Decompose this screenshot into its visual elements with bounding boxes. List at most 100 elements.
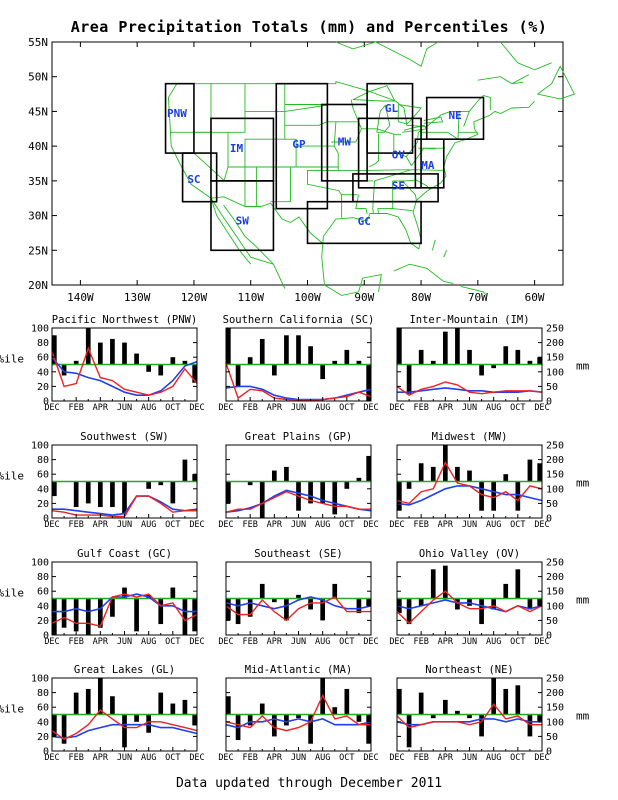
x-tick-label: APR <box>93 637 109 647</box>
observed-precip-line <box>396 460 543 505</box>
y2-axis-label: mm <box>576 594 590 607</box>
map-line <box>210 198 252 265</box>
y2-axis-label: mm <box>576 360 590 373</box>
percentile-bar <box>259 583 265 599</box>
pct-tick-label: 60 <box>37 470 49 481</box>
pct-tick-label: 100 <box>31 558 49 569</box>
x-tick-label: JUN <box>462 637 477 647</box>
pct-tick-label: 0 <box>43 631 49 642</box>
lon-label: 60W <box>525 291 545 304</box>
x-tick-label: DEC <box>363 637 378 647</box>
x-tick-label: JUN <box>462 520 477 530</box>
x-tick-label: DEC <box>218 520 233 530</box>
percentile-bar <box>296 594 301 599</box>
lon-label: 80W <box>411 291 431 304</box>
x-tick-label: DEC <box>389 403 404 413</box>
percentile-bar <box>308 714 313 744</box>
map-line <box>537 65 576 100</box>
percentile-bar <box>182 598 188 635</box>
percentile-bar <box>356 477 362 482</box>
percentile-bar <box>537 598 542 606</box>
percentile-bar <box>308 598 313 610</box>
mm-tick-label: 50 <box>546 499 558 510</box>
x-tick-label: AUG <box>315 403 330 413</box>
map-line <box>393 263 454 285</box>
mm-tick-label: 250 <box>546 441 564 452</box>
percentile-bar <box>418 598 424 606</box>
percentile-bar <box>134 598 139 632</box>
y-axis-label: %ile <box>0 470 24 483</box>
percentile-bar <box>226 696 231 715</box>
percentile-bar <box>85 328 91 365</box>
percentile-bar <box>192 714 197 726</box>
x-tick-label: APR <box>438 520 454 530</box>
chart-title: Southwest (SW) <box>80 431 169 443</box>
x-tick-label: JUN <box>291 637 306 647</box>
map-line <box>367 169 410 171</box>
chart-5: Midwest (MW)DEC FEB APR JUN AUG OCT DEC0501001… <box>389 431 589 530</box>
x-tick-label: AUG <box>315 753 330 763</box>
mm-tick-label: 50 <box>546 732 558 743</box>
percentile-bar <box>158 481 164 486</box>
percentile-bar <box>110 338 115 365</box>
percentile-bar <box>61 364 67 376</box>
percentile-bar <box>122 587 127 599</box>
x-tick-label: JUN <box>291 753 306 763</box>
percentile-bar <box>418 463 424 482</box>
chart-title: Midwest (MW) <box>432 431 508 443</box>
percentile-bar <box>455 466 460 482</box>
percentile-bar <box>259 338 265 365</box>
x-tick-label: DEC <box>363 403 378 413</box>
pct-tick-label: 80 <box>37 572 49 583</box>
percentile-bar <box>284 598 289 621</box>
percentile-bar <box>366 455 371 482</box>
percentile-bar <box>73 598 79 632</box>
x-tick-label: DEC <box>44 637 59 647</box>
x-tick-label: DEC <box>44 753 59 763</box>
region-label-ma: MA <box>421 159 435 172</box>
x-tick-label: JUN <box>291 403 306 413</box>
observed-precip-line <box>396 590 543 625</box>
x-tick-label: APR <box>438 753 454 763</box>
percentile-bar <box>192 474 197 482</box>
percentile-bar <box>430 714 436 719</box>
lat-label: 25N <box>28 244 48 257</box>
percentile-bar <box>226 481 231 504</box>
pct-tick-label: 100 <box>31 324 49 335</box>
map-line <box>392 208 413 212</box>
x-tick-label: APR <box>93 403 109 413</box>
observed-precip-line <box>51 346 198 396</box>
y-axis-label: %ile <box>0 703 24 716</box>
percentile-bar <box>122 714 127 748</box>
percentile-bar <box>430 569 436 599</box>
chart-8: Ohio Valley (OV)DEC FEB APR JUN AUG OCT DEC050… <box>389 548 589 647</box>
pct-tick-label: 80 <box>37 338 49 349</box>
pct-tick-label: 40 <box>37 717 49 728</box>
percentile-bar <box>259 703 265 715</box>
percentile-bar <box>397 328 402 365</box>
x-tick-label: OCT <box>339 520 354 530</box>
mm-tick-label: 0 <box>546 747 552 758</box>
region-label-sw: SW <box>236 214 250 227</box>
map-line <box>457 111 460 140</box>
chart-title: Gulf Coast (GC) <box>77 548 172 560</box>
percentile-bar <box>146 481 152 489</box>
percentile-bar <box>110 696 115 715</box>
map-line <box>401 180 417 202</box>
lat-label: 55N <box>28 36 48 49</box>
x-tick-label: AUG <box>486 520 501 530</box>
mm-tick-label: 200 <box>546 572 564 583</box>
percentile-bar <box>97 598 103 628</box>
lon-label: 120W <box>181 291 208 304</box>
x-tick-label: DEC <box>534 520 549 530</box>
x-tick-label: OCT <box>165 753 180 763</box>
mm-tick-label: 100 <box>546 367 564 378</box>
x-tick-label: OCT <box>165 403 180 413</box>
mm-tick-label: 150 <box>546 470 564 481</box>
percentile-bar <box>527 598 533 610</box>
map-line <box>376 104 391 133</box>
percentile-bar <box>320 481 326 504</box>
mm-tick-label: 250 <box>546 324 564 335</box>
percentile-bar <box>455 598 460 610</box>
percentile-bar <box>366 598 371 606</box>
